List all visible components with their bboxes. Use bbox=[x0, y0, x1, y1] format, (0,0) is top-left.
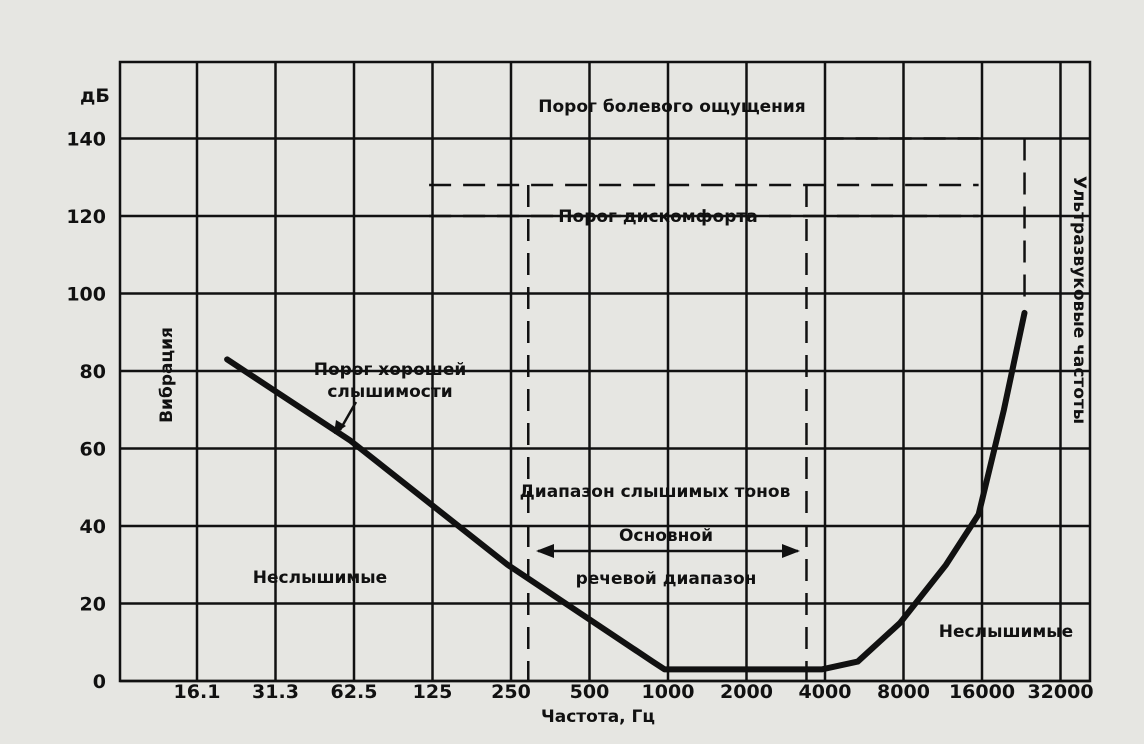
y-tick-label: 60 bbox=[80, 439, 106, 461]
hearing-threshold-curve bbox=[224, 309, 1028, 673]
chart-series bbox=[224, 309, 1028, 673]
axis-ticks: 0 20 40 60 80 100 120 140 16.1 31.3 62.5 125 250 500 1… bbox=[66, 129, 1093, 704]
pain-threshold-label: Порог болевого ощущения bbox=[538, 97, 805, 117]
x-tick-label: 1000 bbox=[642, 681, 695, 703]
good-hearing-label-line1: Порог хорошей bbox=[314, 360, 467, 380]
good-hearing-pointer-head bbox=[334, 420, 346, 434]
y-tick-label: 100 bbox=[66, 284, 106, 306]
chart-grid bbox=[118, 60, 1092, 683]
y-tick-label: 0 bbox=[93, 671, 106, 693]
discomfort-threshold-label: Порог дискомфорта bbox=[558, 207, 757, 227]
main-speech-label-line2: речевой диапазон bbox=[576, 569, 757, 589]
y-tick-label: 80 bbox=[80, 361, 106, 383]
dashed-lines bbox=[429, 137, 1026, 681]
ultrasound-label: Ультразвуковые частоты bbox=[1069, 176, 1089, 424]
speech-range-arrow-left-head bbox=[536, 544, 554, 558]
x-tick-label: 16000 bbox=[949, 681, 1015, 703]
x-axis-label: Частота, Гц bbox=[541, 707, 655, 727]
y-tick-label: 20 bbox=[80, 594, 106, 616]
speech-range-arrow-right-head bbox=[782, 544, 800, 558]
inaudible-right-label: Неслышимые bbox=[939, 622, 1073, 642]
main-speech-label-line1: Основной bbox=[619, 526, 713, 546]
x-tick-label: 250 bbox=[491, 681, 531, 703]
x-tick-label: 500 bbox=[570, 681, 610, 703]
inaudible-left-label: Неслышимые bbox=[253, 568, 387, 588]
y-axis-unit-label: дБ bbox=[80, 85, 110, 107]
x-tick-label: 2000 bbox=[720, 681, 773, 703]
good-hearing-label-line2: слышимости bbox=[327, 382, 452, 402]
x-tick-label: 125 bbox=[413, 681, 453, 703]
y-tick-label: 120 bbox=[66, 206, 106, 228]
audible-range-label: Диапазон слышимых тонов bbox=[520, 482, 791, 502]
y-tick-label: 40 bbox=[80, 516, 106, 538]
x-tick-label: 8000 bbox=[877, 681, 930, 703]
x-tick-label: 32000 bbox=[1027, 681, 1093, 703]
x-tick-label: 4000 bbox=[799, 681, 852, 703]
vibration-label: Вибрация bbox=[157, 327, 177, 423]
x-tick-label: 16.1 bbox=[174, 681, 221, 703]
y-tick-label: 140 bbox=[66, 129, 106, 151]
x-tick-label: 31.3 bbox=[252, 681, 299, 703]
x-tick-label: 62.5 bbox=[331, 681, 378, 703]
